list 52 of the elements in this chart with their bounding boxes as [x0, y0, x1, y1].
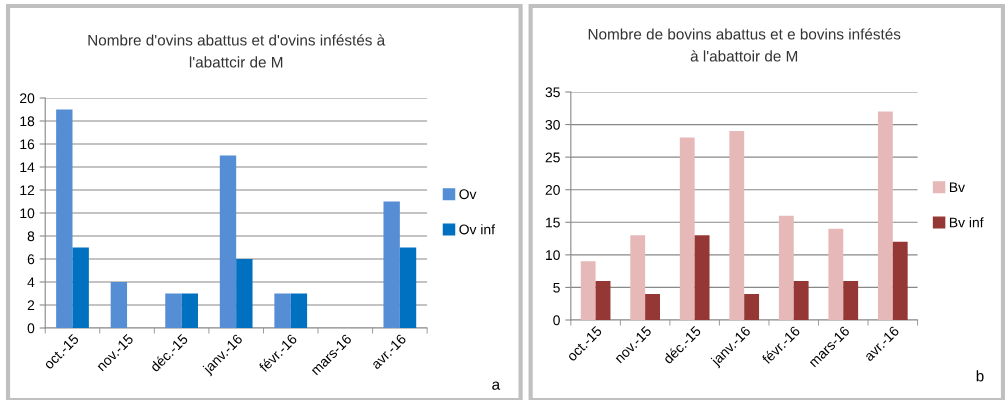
bar: [679, 137, 695, 320]
y-tick-label: 16: [20, 139, 35, 150]
y-tick-label: 30: [545, 119, 560, 130]
bar: [56, 109, 73, 328]
bar: [892, 241, 908, 320]
bar: [290, 293, 308, 328]
y-tick-label: 10: [546, 250, 560, 261]
bar: [110, 282, 128, 328]
bar: [399, 247, 417, 328]
y-tick-label: 15: [546, 217, 560, 228]
bar: [219, 155, 237, 328]
y-tick-label: 6: [27, 254, 35, 265]
y-tick-label: 10: [20, 208, 35, 219]
bar: [729, 131, 745, 320]
y-tick-label: 35: [545, 87, 560, 98]
bar: [181, 293, 198, 328]
legend-label: Bv inf: [949, 217, 984, 228]
y-tick-label: 25: [545, 152, 560, 163]
bar: [778, 215, 794, 320]
text: a: [492, 381, 501, 390]
legend-label: Bv: [949, 182, 965, 193]
y-tick-label: 0: [553, 315, 560, 326]
y-tick-label: 5: [553, 282, 560, 293]
chart-title: Nombre de bovins abattus et e bovins inféstés à l'abattoir de M: [588, 28, 901, 62]
y-tick-label: 0: [27, 323, 35, 334]
bar: [236, 259, 253, 328]
y-tick-label: 18: [20, 116, 35, 127]
bar: [843, 280, 859, 320]
text: b: [976, 370, 984, 382]
y-tick-label: 20: [545, 185, 560, 195]
chart-title: Nombre d'ovins abattus et d'ovins inféstés à l'abattcir de M: [88, 34, 386, 68]
bar: [383, 201, 400, 328]
legend-label: Ov inf: [459, 224, 496, 235]
legend-label: Ov: [459, 189, 477, 200]
bar: [828, 228, 844, 320]
bar: [580, 261, 596, 320]
y-tick-label: 12: [20, 185, 35, 196]
y-tick-label: 4: [27, 277, 35, 288]
bar: [793, 280, 809, 320]
bar: [595, 280, 611, 320]
bar: [694, 235, 710, 320]
y-tick-label: 2: [27, 300, 35, 311]
bar: [744, 293, 760, 320]
y-tick-label: 20: [20, 93, 35, 104]
bar: [630, 235, 646, 320]
bar: [877, 111, 893, 320]
bar: [274, 293, 291, 328]
y-tick-label: 8: [27, 231, 35, 242]
bar: [645, 293, 660, 320]
bar: [165, 293, 182, 328]
y-tick-label: 14: [20, 162, 35, 173]
bar: [72, 247, 89, 328]
